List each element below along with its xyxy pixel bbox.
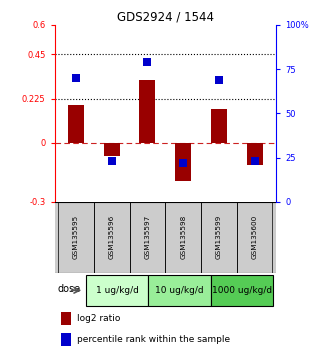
Text: GSM135599: GSM135599 — [216, 215, 222, 259]
Text: 10 ug/kg/d: 10 ug/kg/d — [155, 286, 204, 295]
Bar — [148, 275, 211, 306]
Bar — [175, 143, 191, 181]
Bar — [61, 312, 71, 325]
Point — [145, 59, 150, 65]
Point — [74, 75, 79, 81]
Title: GDS2924 / 1544: GDS2924 / 1544 — [117, 11, 214, 24]
Text: log2 ratio: log2 ratio — [77, 314, 120, 323]
Text: percentile rank within the sample: percentile rank within the sample — [77, 335, 230, 344]
Bar — [104, 143, 120, 155]
Text: GSM135596: GSM135596 — [109, 215, 115, 259]
Text: GSM135597: GSM135597 — [144, 215, 151, 259]
Bar — [139, 80, 155, 143]
Bar — [86, 275, 148, 306]
Point — [216, 77, 221, 82]
Bar — [211, 275, 273, 306]
Text: GSM135595: GSM135595 — [73, 215, 79, 259]
Text: GSM135600: GSM135600 — [252, 215, 258, 259]
Point — [109, 158, 114, 164]
Bar — [61, 333, 71, 346]
Bar — [211, 109, 227, 143]
Point — [181, 160, 186, 166]
Text: 1 ug/kg/d: 1 ug/kg/d — [96, 286, 138, 295]
Text: dose: dose — [58, 284, 81, 293]
Point — [252, 158, 257, 164]
Text: GSM135598: GSM135598 — [180, 215, 186, 259]
Text: 1000 ug/kg/d: 1000 ug/kg/d — [212, 286, 272, 295]
Bar — [247, 143, 263, 165]
Bar — [68, 105, 84, 143]
